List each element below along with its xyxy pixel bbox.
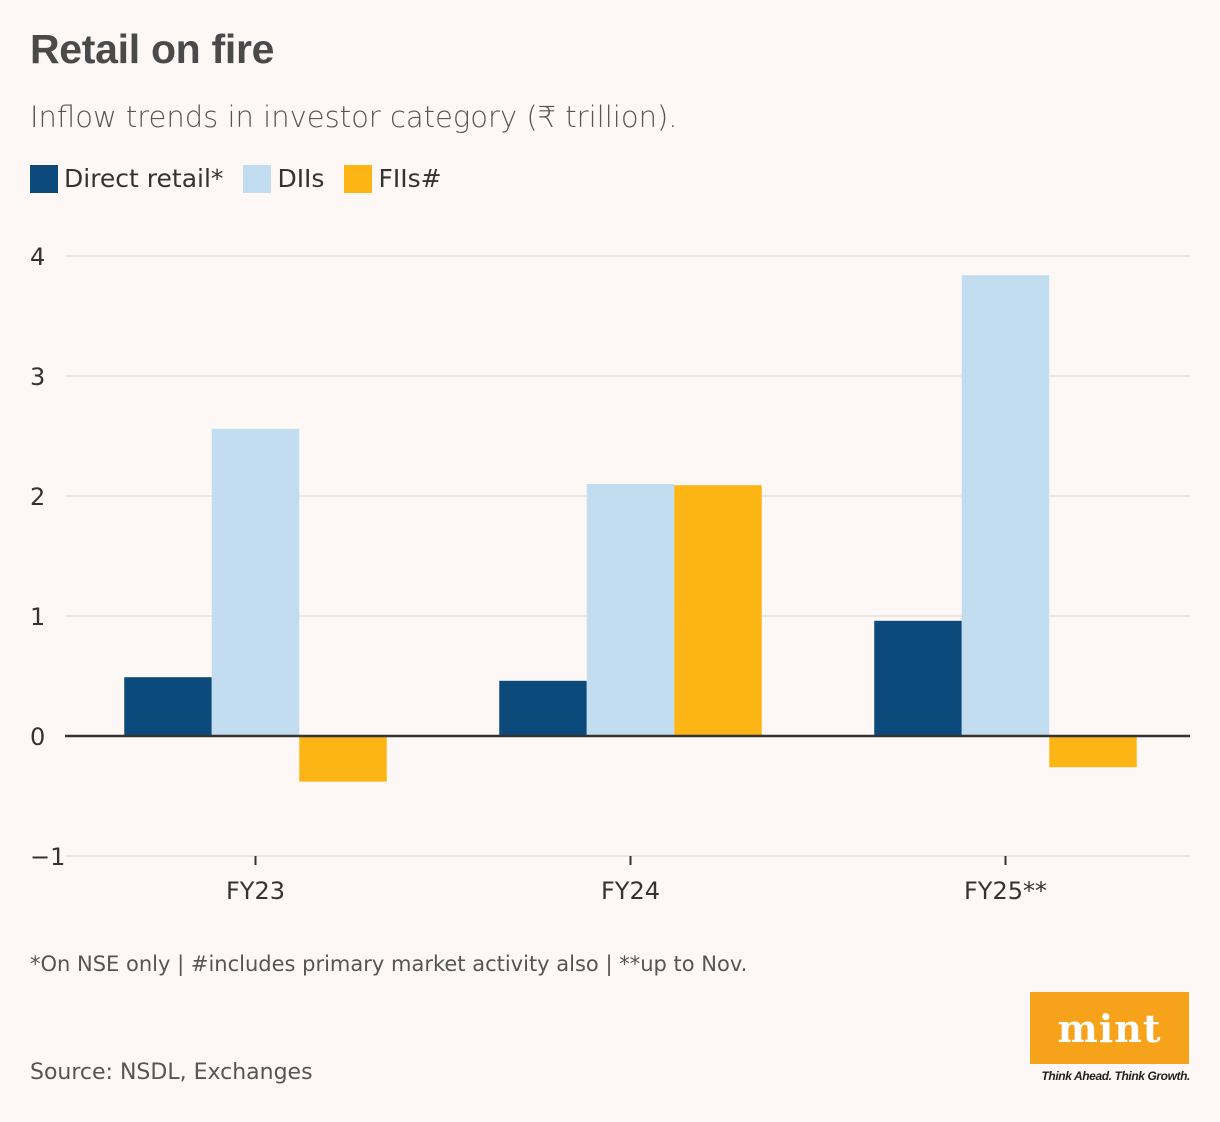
x-tick-label: FY23 [226, 877, 285, 905]
logo-wordmark: mint [1057, 1005, 1162, 1051]
y-tick-label: −1 [30, 843, 65, 871]
legend-label-fiis: FIIs# [378, 164, 442, 193]
bar [211, 428, 300, 736]
legend-item-diis: DIIs [243, 164, 324, 193]
x-tick-label: FY25** [964, 877, 1047, 905]
bar [961, 275, 1050, 736]
y-tick-label: 0 [30, 723, 45, 751]
bar [499, 680, 587, 736]
y-tick-label: 2 [30, 483, 45, 511]
legend-item-fiis: FIIs# [344, 164, 442, 193]
bar [586, 484, 675, 736]
y-tick-label: 3 [30, 363, 45, 391]
legend-swatch-fiis [344, 164, 373, 193]
chart-title: Retail on fire [30, 26, 275, 72]
bar [874, 620, 962, 736]
legend: Direct retail* DIIs FIIs# [30, 164, 462, 193]
x-tick-label: FY24 [601, 877, 660, 905]
logo-tagline: Think Ahead. Think Growth. [1041, 1069, 1191, 1083]
footnote: *On NSE only | #includes primary market … [30, 952, 748, 976]
bar [299, 736, 387, 782]
y-tick-label: 1 [30, 603, 45, 631]
legend-swatch-diis [243, 164, 272, 193]
mint-logo: mint [1030, 992, 1189, 1064]
legend-item-direct-retail: Direct retail* [30, 164, 223, 193]
bar [1049, 736, 1137, 768]
bar [674, 485, 762, 736]
legend-swatch-direct-retail [30, 164, 58, 193]
legend-label-diis: DIIs [277, 164, 325, 193]
bar [124, 677, 212, 736]
chart-subtitle: Inflow trends in investor category (₹ tr… [30, 100, 678, 134]
legend-label-direct-retail: Direct retail* [64, 164, 224, 193]
bar-chart: 4 3 2 1 0 −1 FY23 FY24 FY25** [30, 243, 1190, 905]
source-note: Source: NSDL, Exchanges [30, 1060, 313, 1085]
y-tick-label: 4 [30, 243, 45, 271]
